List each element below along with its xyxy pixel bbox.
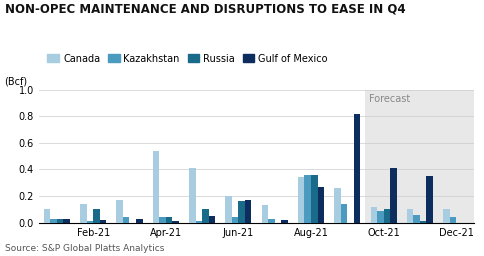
Bar [172,221,179,223]
Bar [87,221,93,223]
Bar [311,175,318,223]
Bar [354,114,360,223]
Bar [298,177,304,223]
Bar [232,217,239,223]
Legend: Canada, Kazakhstan, Russia, Gulf of Mexico: Canada, Kazakhstan, Russia, Gulf of Mexi… [44,50,332,67]
Bar [420,221,426,223]
Bar [281,220,287,223]
Bar [80,204,87,223]
Bar [196,221,202,223]
Bar [365,90,474,223]
Bar [57,219,63,223]
Bar [383,209,390,223]
Bar [63,219,70,223]
Bar [44,209,50,223]
Text: NON-OPEC MAINTENANCE AND DISRUPTIONS TO EASE IN Q4: NON-OPEC MAINTENANCE AND DISRUPTIONS TO … [5,3,406,16]
Bar [93,209,100,223]
Bar [261,205,268,223]
Bar [226,196,232,223]
Bar [426,176,433,223]
Bar [50,219,57,223]
Text: Forecast: Forecast [369,94,410,104]
Bar [390,168,397,223]
Bar [153,151,159,223]
Bar [413,215,420,223]
Bar [159,217,166,223]
Bar [377,211,383,223]
Bar [407,209,413,223]
Bar [304,175,311,223]
Bar [189,168,196,223]
Bar [443,209,450,223]
Bar [334,188,341,223]
Bar [245,200,252,223]
Bar [100,220,106,223]
Text: (Bcf): (Bcf) [4,77,27,87]
Bar [450,217,456,223]
Bar [202,209,209,223]
Bar [123,217,129,223]
Bar [318,187,324,223]
Bar [239,201,245,223]
Bar [371,207,377,223]
Bar [341,204,348,223]
Bar [209,216,215,223]
Text: Source: S&P Global Platts Analytics: Source: S&P Global Platts Analytics [5,244,164,253]
Bar [166,217,172,223]
Bar [136,219,142,223]
Bar [268,219,274,223]
Bar [116,200,123,223]
